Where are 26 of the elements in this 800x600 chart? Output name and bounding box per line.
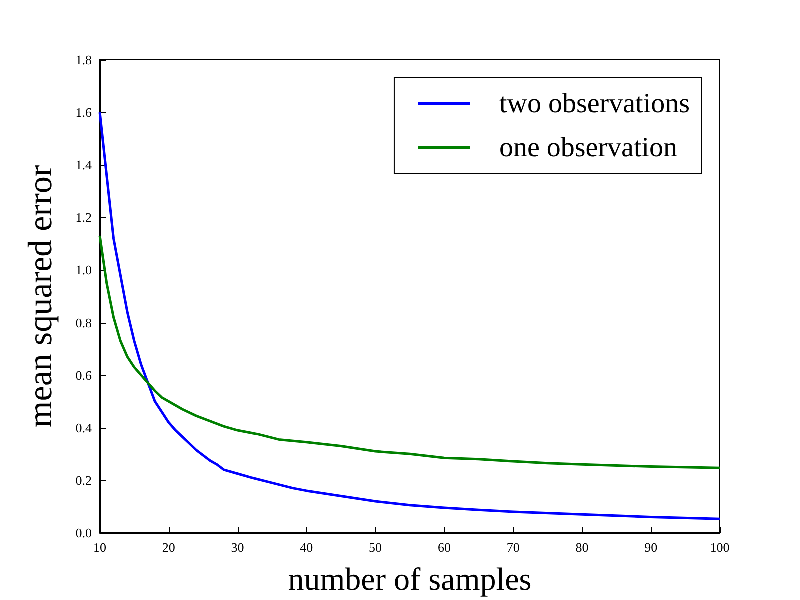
x-tick-label: 20 (162, 540, 176, 555)
x-tick-label: 100 (710, 540, 730, 555)
y-axis-title: mean squared error (22, 164, 60, 428)
legend-label: one observation (499, 132, 678, 164)
line-series (98, 234, 722, 470)
x-axis-title: number of samples (288, 561, 532, 597)
x-tick-label: 90 (644, 540, 658, 555)
x-tick-label: 80 (576, 540, 589, 555)
y-tick-label: 0.8 (76, 315, 92, 330)
y-tick-label: 0.4 (76, 420, 92, 436)
x-tick-label: 50 (369, 540, 382, 555)
x-tick-label: 10 (94, 540, 106, 555)
y-tick-label: 1.4 (76, 158, 92, 173)
line-series (98, 111, 722, 520)
x-tick-label: 60 (438, 540, 451, 555)
x-tick-label: 70 (506, 540, 520, 555)
y-tick-label: 0.2 (76, 472, 92, 488)
y-tick-label: 1.2 (76, 210, 92, 226)
y-tick-label: 1.8 (76, 52, 92, 68)
y-tick-label: 1.6 (76, 105, 92, 120)
y-tick-label: 0.0 (76, 526, 92, 540)
y-tick-label: 0.6 (76, 368, 92, 383)
legend-label: two observations (499, 88, 690, 120)
x-tick-label: 40 (300, 540, 314, 555)
x-tick-label: 30 (231, 540, 244, 555)
y-tick-label: 1.0 (76, 262, 92, 278)
